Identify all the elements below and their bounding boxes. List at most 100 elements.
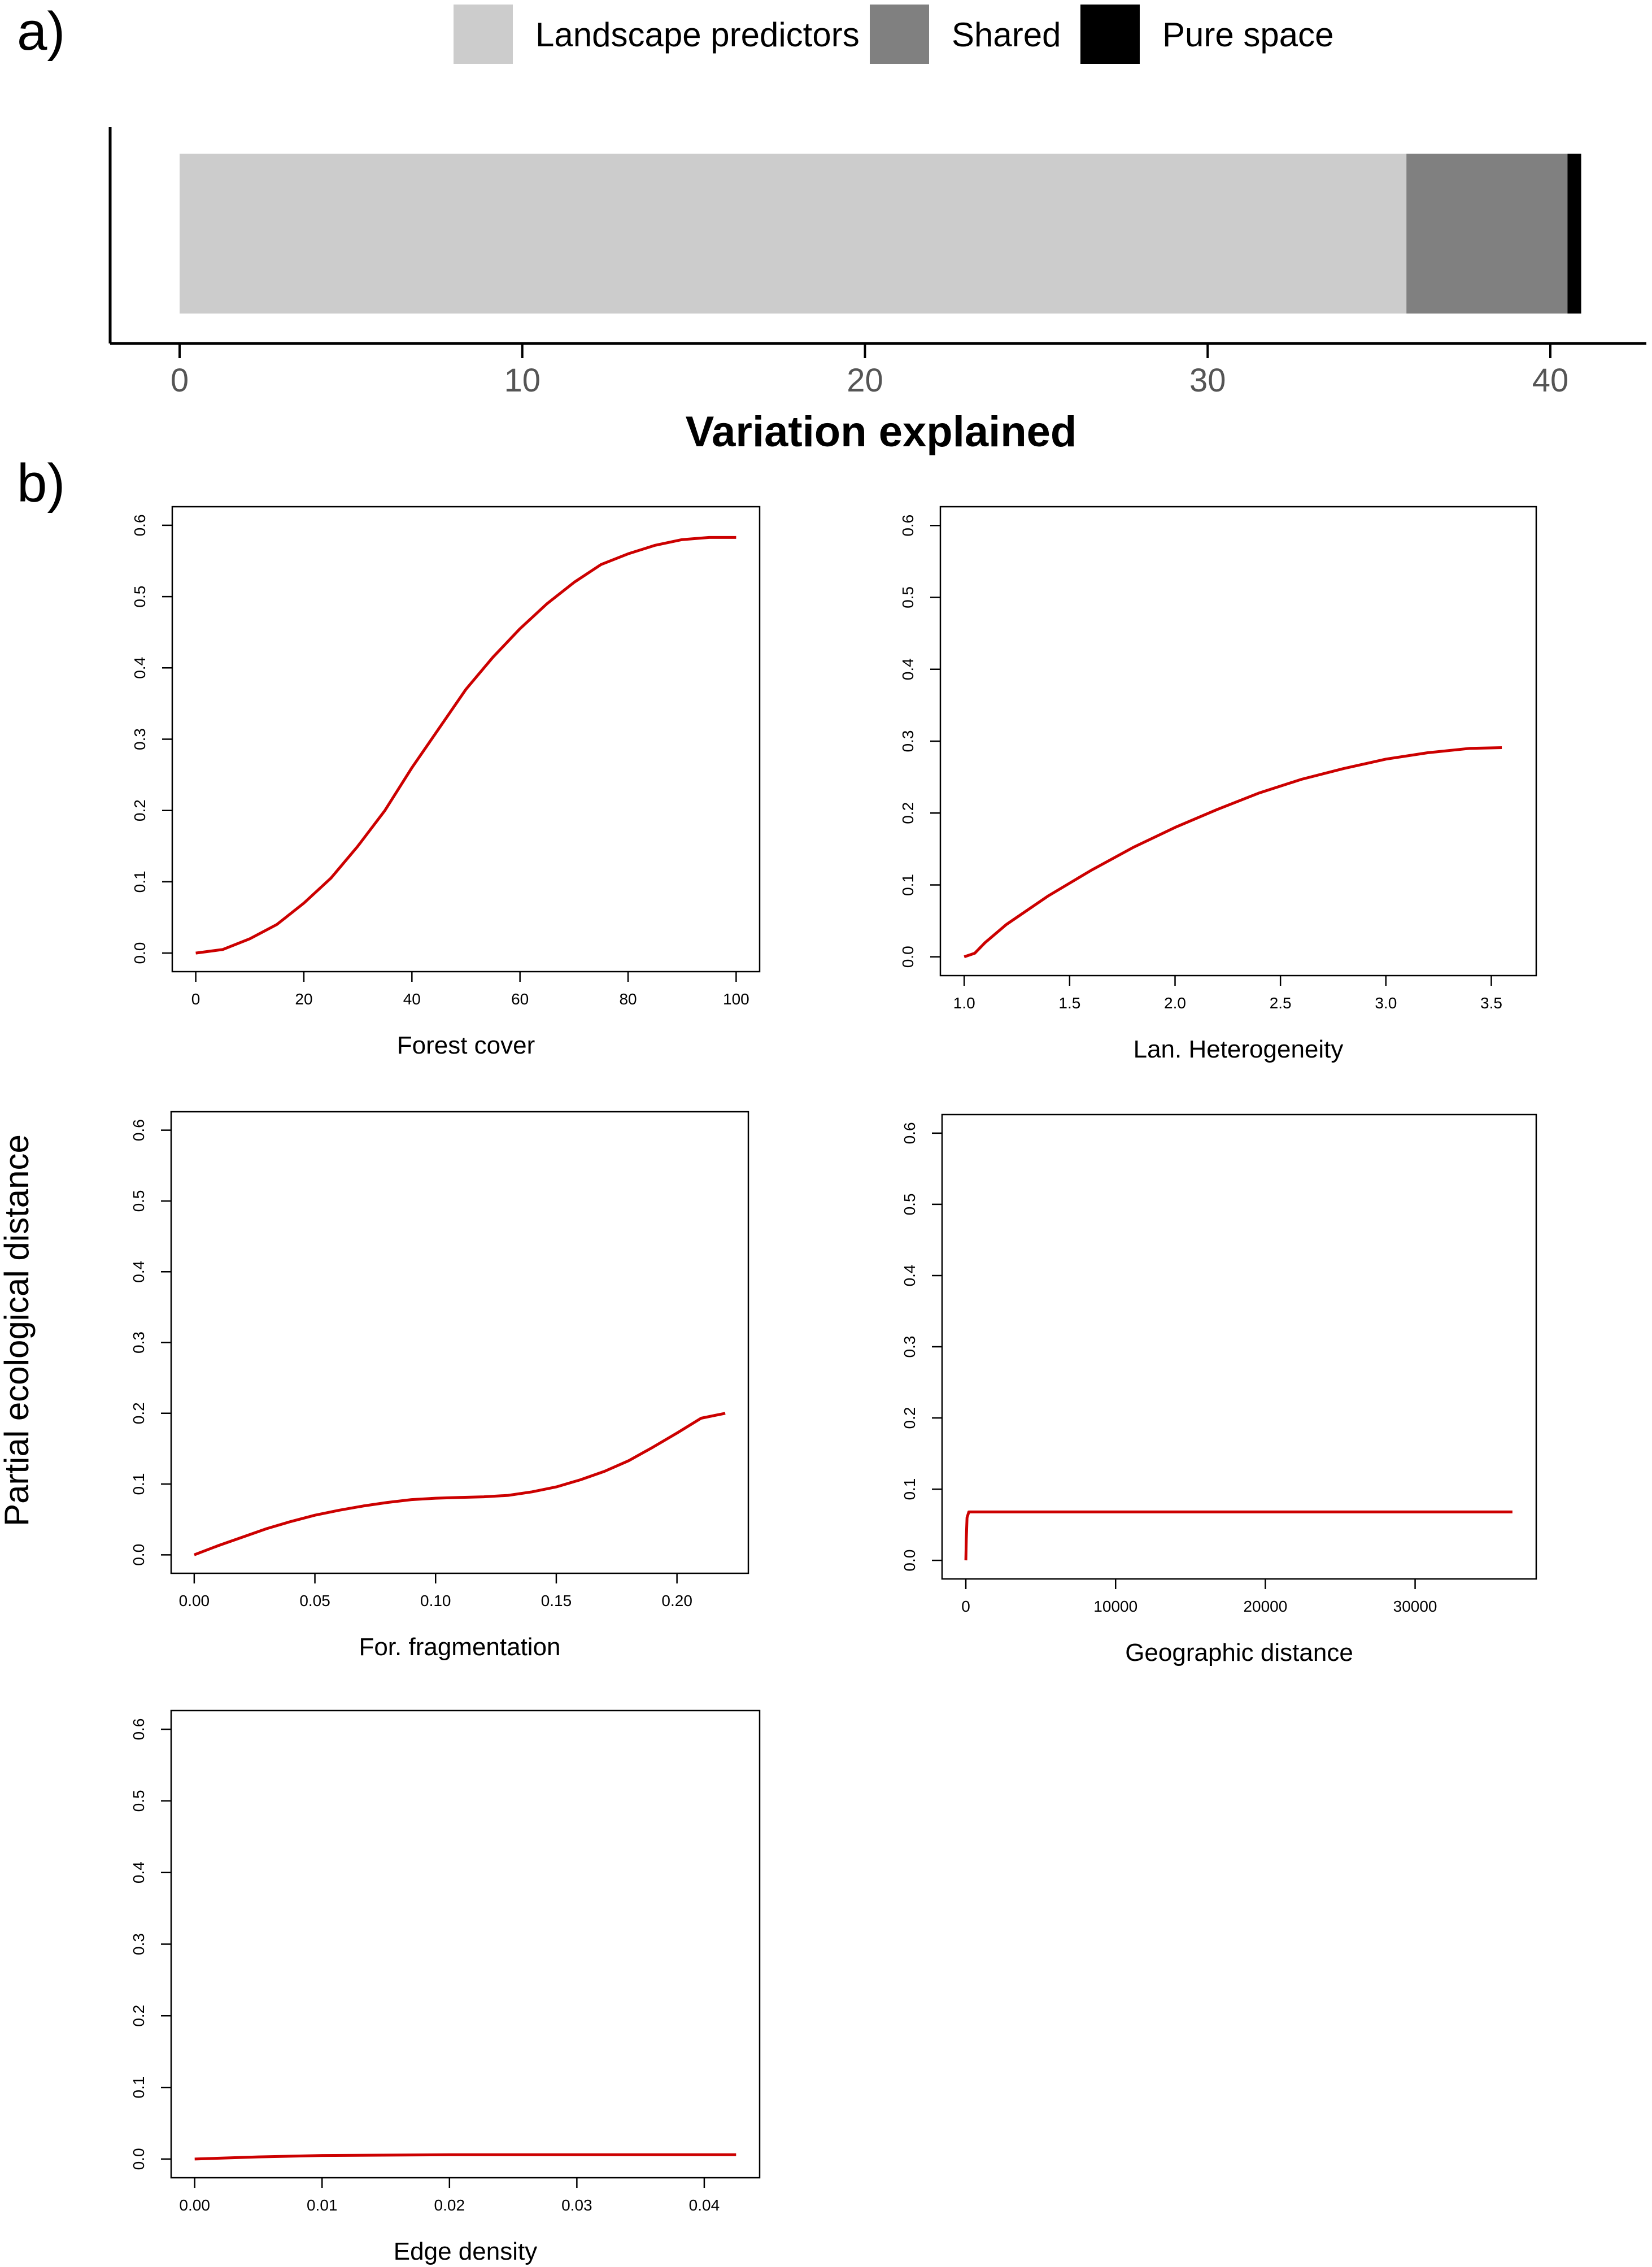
x-tick-label: 0.05	[299, 1592, 330, 1609]
x-ticks: 0 10 20 30 40	[171, 343, 1568, 399]
y-tick-label: 0.1	[131, 871, 149, 893]
x-axis-title: Lan. Heterogeneity	[1134, 1035, 1344, 1063]
bar-segment	[180, 154, 1407, 314]
plot-frame	[171, 506, 761, 973]
x-tick-label: 2.5	[1270, 994, 1292, 1012]
x-tick-label: 0.00	[179, 2196, 210, 2214]
y-tick-label: 0.2	[901, 1407, 918, 1429]
x-axis-title: Geographic distance	[1125, 1639, 1353, 1666]
y-tick-label: 0.5	[130, 1790, 147, 1812]
response-curve	[194, 1412, 726, 1556]
y-tick-label: 0.2	[130, 1402, 147, 1424]
y-tick-label: 0.1	[130, 1473, 147, 1495]
y-tick-label: 0.6	[130, 1119, 147, 1141]
x-tick-label: 0.04	[689, 2196, 720, 2214]
x-axis-title: Edge density	[394, 2238, 537, 2265]
x-tick-label: 0.02	[434, 2196, 465, 2214]
partial-response-curves: 0.0 0.1 0.2 0.3 0.4 0.5 0.6 0 20 40 60 80 100 Forest …	[130, 506, 1537, 2265]
x-tick-label: 0	[171, 362, 189, 399]
bar-segment	[1406, 154, 1568, 314]
x-axis-title: For. fragmentation	[359, 1633, 560, 1661]
y-tick-label: 0.5	[130, 1190, 147, 1212]
x-tick-label: 80	[619, 990, 637, 1008]
legend-label: Shared	[952, 16, 1061, 54]
y-tick-label: 0.0	[131, 942, 149, 964]
response-curve	[964, 1510, 1512, 1561]
legend-swatch	[454, 5, 513, 64]
y-tick-label: 0.3	[130, 1332, 147, 1354]
y-tick-label: 0.5	[131, 586, 149, 608]
response-curve	[195, 536, 736, 955]
x-tick-label: 3.0	[1375, 994, 1397, 1012]
y-tick-label: 0.6	[131, 514, 149, 536]
bar-segment	[1567, 154, 1581, 314]
x-tick-label: 10	[504, 362, 541, 399]
x-tick-label: 3.5	[1480, 994, 1502, 1012]
x-tick-label: 40	[1532, 362, 1569, 399]
x-tick-label: 0.10	[420, 1592, 451, 1609]
legend-label: Pure space	[1162, 16, 1334, 54]
y-tick-label: 0.2	[131, 799, 149, 821]
x-tick-label: 1.5	[1058, 994, 1080, 1012]
y-tick-label: 0.3	[901, 1336, 918, 1358]
y-tick-label: 0.0	[130, 2148, 147, 2170]
y-tick-label: 0.1	[899, 874, 917, 896]
y-tick-label: 0.5	[899, 586, 917, 608]
y-tick-label: 0.4	[901, 1264, 918, 1286]
x-tick-label: 100	[723, 990, 749, 1008]
subplot: 0.0 0.1 0.2 0.3 0.4 0.5 0.6 0 20 40 60 80 100 Forest …	[131, 506, 761, 1059]
subplot: 0.0 0.1 0.2 0.3 0.4 0.5 0.6 0.00 0.05 0.10 0.15 0.2…	[130, 1111, 749, 1661]
response-curve	[964, 746, 1502, 959]
y-tick-label: 0.2	[899, 802, 917, 824]
y-tick-label: 0.3	[130, 1933, 147, 1955]
y-tick-label: 0.0	[899, 946, 917, 968]
plot-frame	[941, 1113, 1537, 1580]
panel-b-label: b)	[17, 453, 65, 514]
x-tick-label: 60	[511, 990, 529, 1008]
response-curve	[194, 2153, 736, 2161]
x-tick-label: 0.20	[661, 1592, 692, 1609]
x-tick-label: 10000	[1093, 1598, 1137, 1615]
y-tick-label: 0.6	[130, 1718, 147, 1741]
x-tick-label: 0	[191, 990, 200, 1008]
x-tick-label: 30	[1189, 362, 1226, 399]
y-tick-label: 0.4	[131, 657, 149, 679]
y-tick-label: 0.0	[130, 1544, 147, 1566]
plot-frame	[170, 1111, 749, 1574]
y-tick-label: 0.6	[899, 515, 917, 537]
y-tick-label: 0.1	[901, 1478, 918, 1500]
x-axis-title: Forest cover	[397, 1032, 535, 1059]
y-tick-label: 0.4	[130, 1261, 147, 1283]
y-tick-label: 0.6	[901, 1122, 918, 1144]
plot-frame	[170, 1709, 761, 2179]
subplot: 0.0 0.1 0.2 0.3 0.4 0.5 0.6 0 10000 20000 30000 Geo…	[901, 1113, 1537, 1666]
x-tick-label: 2.0	[1164, 994, 1186, 1012]
x-tick-label: 1.0	[953, 994, 975, 1012]
y-tick-label: 0.3	[899, 730, 917, 752]
x-tick-label: 0.03	[561, 2196, 592, 2214]
x-tick-label: 20	[847, 362, 883, 399]
legend-swatch	[870, 5, 929, 64]
subplot: 0.0 0.1 0.2 0.3 0.4 0.5 0.6 0.00 0.01 0.02 0.03 0.0…	[130, 1709, 761, 2265]
y-tick-label: 0.0	[901, 1550, 918, 1572]
plot-frame	[939, 506, 1537, 977]
x-tick-label: 30000	[1393, 1598, 1437, 1615]
x-axis-title: Variation explained	[686, 408, 1077, 456]
y-axis-title-shared: Partial ecological distance	[0, 1134, 36, 1526]
panel-a-label: a)	[17, 1, 65, 62]
y-tick-label: 0.1	[130, 2077, 147, 2099]
y-tick-label: 0.2	[130, 2005, 147, 2027]
x-tick-label: 0.15	[541, 1592, 572, 1609]
y-tick-label: 0.3	[131, 728, 149, 750]
x-tick-label: 0.00	[179, 1592, 210, 1609]
y-tick-label: 0.4	[899, 658, 917, 680]
x-tick-label: 0.01	[307, 2196, 338, 2214]
variation-partition-chart: Landscape predictors Shared Pure space 0 10…	[108, 5, 1646, 456]
x-tick-label: 20000	[1243, 1598, 1287, 1615]
bar-group	[180, 154, 1581, 314]
legend-label: Landscape predictors	[535, 16, 860, 54]
x-tick-label: 40	[403, 990, 421, 1008]
y-tick-label: 0.4	[130, 1861, 147, 1883]
y-tick-label: 0.5	[901, 1193, 918, 1215]
